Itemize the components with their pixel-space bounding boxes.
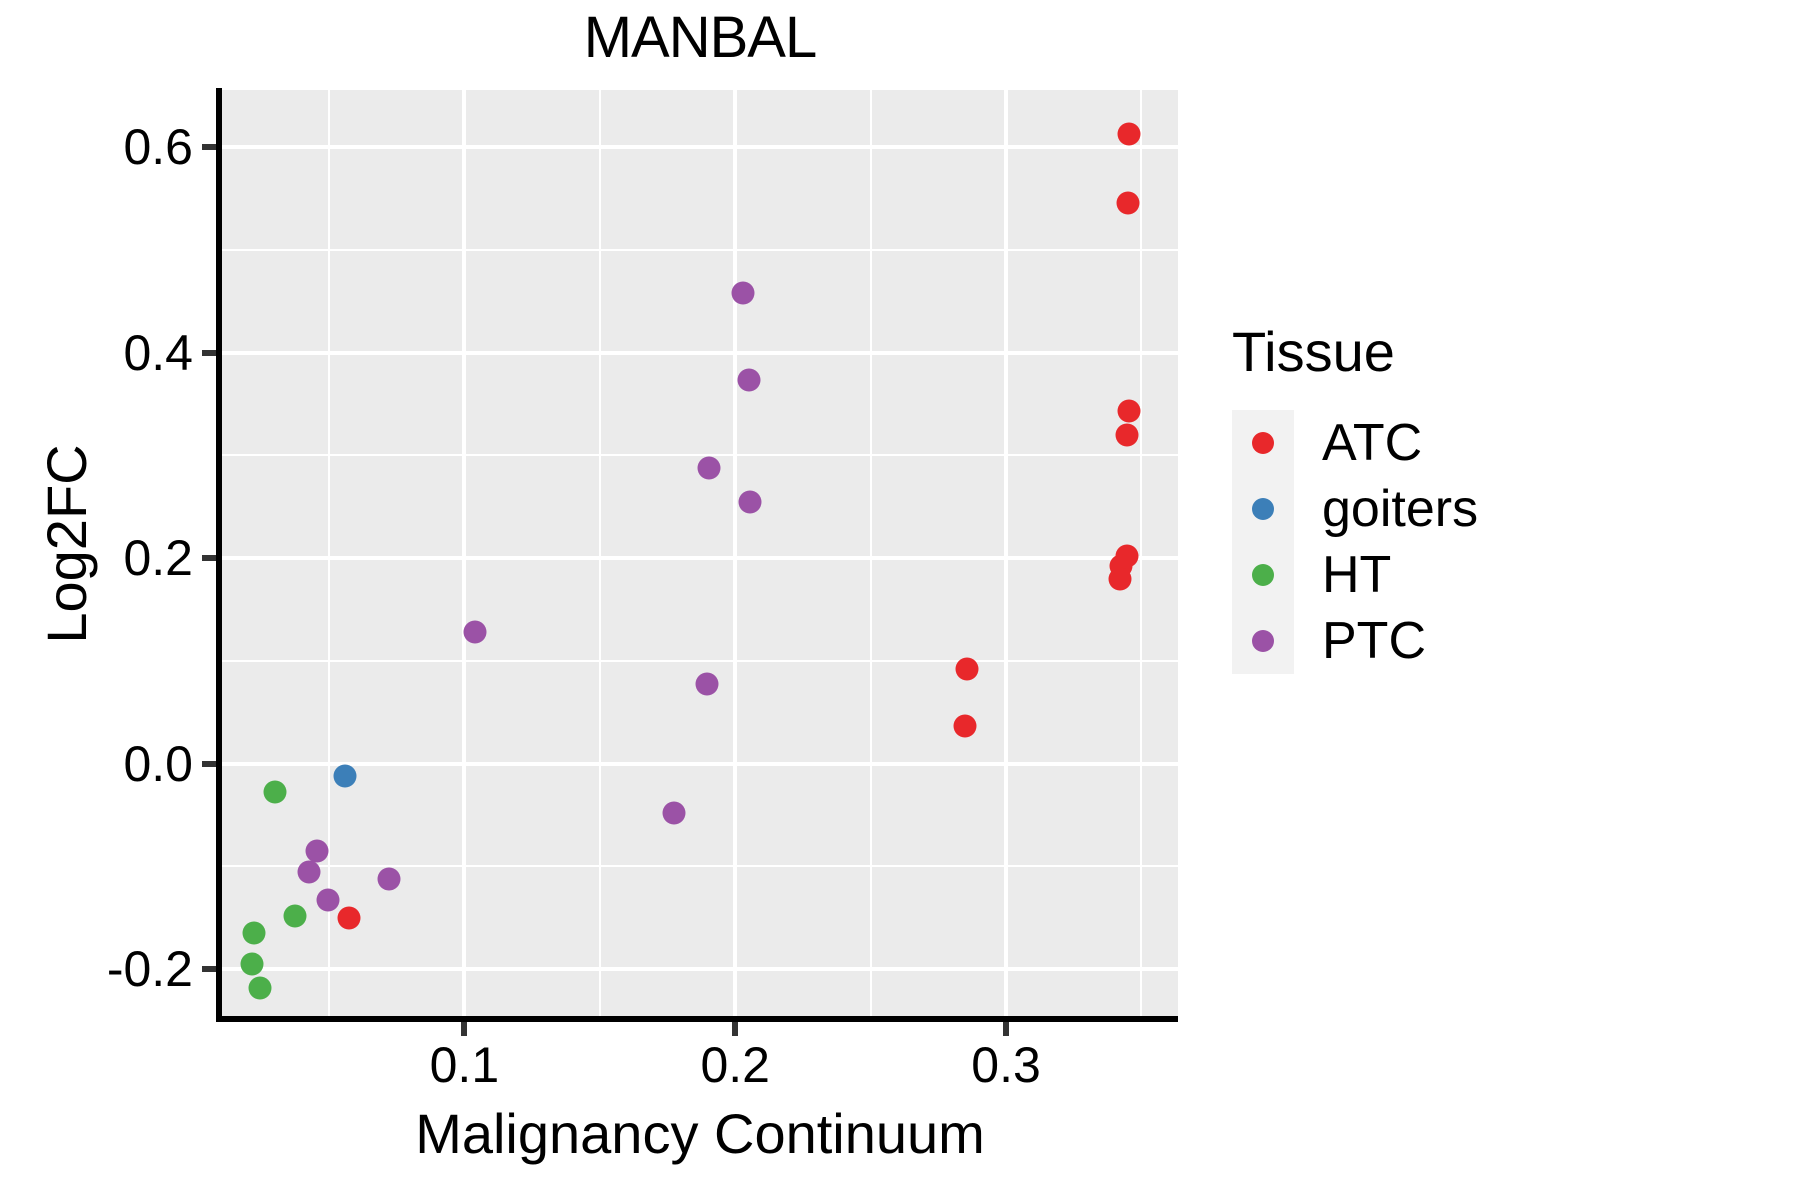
legend-item-ptc[interactable]: PTC <box>1232 608 1478 674</box>
data-point-ht <box>263 780 287 804</box>
data-point-goiters <box>333 764 357 788</box>
legend-item-label: HT <box>1322 546 1392 604</box>
gridline-vertical-major <box>462 90 467 1016</box>
data-point-atc <box>1115 423 1139 447</box>
x-tick-label: 0.2 <box>700 1037 770 1093</box>
gridline-horizontal-minor <box>222 659 1178 662</box>
legend-item-label: PTC <box>1322 612 1426 670</box>
x-tick-mark <box>732 1022 739 1036</box>
chart-title: MANBAL <box>583 5 818 70</box>
data-point-ptc <box>738 490 762 514</box>
gridline-horizontal-minor <box>222 248 1178 251</box>
data-point-ptc <box>695 672 719 696</box>
data-point-ptc <box>463 620 487 644</box>
legend-item-ht[interactable]: HT <box>1232 542 1478 608</box>
gridline-vertical-major <box>733 90 738 1016</box>
data-point-atc <box>1116 191 1140 215</box>
data-point-ptc <box>377 867 401 891</box>
data-point-ht <box>248 976 272 1000</box>
data-point-atc <box>955 657 979 681</box>
gridline-horizontal-minor <box>222 865 1178 868</box>
data-point-ptc <box>737 368 761 392</box>
x-tick-mark <box>1003 1022 1010 1036</box>
legend-key-swatch <box>1232 542 1294 608</box>
data-point-ptc <box>697 456 721 480</box>
y-axis-line <box>216 88 222 1018</box>
legend-dot-icon <box>1252 432 1274 454</box>
gridline-vertical-minor <box>327 90 330 1016</box>
legend-dot-icon <box>1252 564 1274 586</box>
y-tick-mark <box>202 555 216 562</box>
x-axis-line <box>216 1016 1178 1022</box>
data-point-ptc <box>731 281 755 305</box>
data-point-ptc <box>297 860 321 884</box>
y-tick-mark <box>202 144 216 151</box>
legend-key-swatch <box>1232 410 1294 476</box>
data-point-atc <box>337 906 361 930</box>
x-tick-mark <box>461 1022 468 1036</box>
legend-dot-icon <box>1252 630 1274 652</box>
y-tick-label: 0.2 <box>123 530 193 587</box>
data-point-atc <box>1117 122 1141 146</box>
legend-item-goiters[interactable]: goiters <box>1232 476 1478 542</box>
data-point-ptc <box>305 839 329 863</box>
legend-item-atc[interactable]: ATC <box>1232 410 1478 476</box>
gridline-vertical-minor <box>869 90 872 1016</box>
gridline-horizontal-major <box>222 145 1178 150</box>
x-tick-label: 0.3 <box>971 1037 1041 1093</box>
gridline-vertical-minor <box>1140 90 1143 1016</box>
y-tick-label: 0.4 <box>123 324 193 381</box>
x-axis-title: Malignancy Continuum <box>415 1102 985 1165</box>
gridline-vertical-minor <box>598 90 601 1016</box>
gridline-horizontal-major <box>222 967 1178 972</box>
legend: Tissue ATC goiters HT PTC <box>1232 322 1478 674</box>
gridline-horizontal-minor <box>222 454 1178 457</box>
y-tick-mark <box>202 760 216 767</box>
data-point-ptc <box>316 888 340 912</box>
legend-title: Tissue <box>1232 320 1395 383</box>
y-tick-mark <box>202 349 216 356</box>
y-axis-title: Log2FC <box>35 444 98 644</box>
y-tick-label: -0.2 <box>106 941 193 998</box>
y-tick-mark <box>202 966 216 973</box>
data-point-atc <box>1108 567 1132 591</box>
y-tick-label: 0.6 <box>123 119 193 176</box>
legend-item-label: ATC <box>1322 414 1423 472</box>
legend-item-label: goiters <box>1322 480 1479 538</box>
data-point-ht <box>242 921 266 945</box>
gridline-horizontal-major <box>222 350 1178 355</box>
y-tick-label: 0.0 <box>123 735 193 792</box>
legend-key-swatch <box>1232 608 1294 674</box>
data-point-ptc <box>662 801 686 825</box>
plot-panel <box>222 90 1178 1016</box>
legend-dot-icon <box>1252 498 1274 520</box>
legend-entries: ATC goiters HT PTC <box>1232 410 1478 674</box>
gridline-horizontal-major <box>222 761 1178 766</box>
data-point-ht <box>283 904 307 928</box>
data-point-atc <box>953 714 977 738</box>
x-tick-label: 0.1 <box>429 1037 500 1093</box>
gridline-horizontal-major <box>222 556 1178 561</box>
data-point-atc <box>1117 399 1141 423</box>
gridline-vertical-major <box>1004 90 1009 1016</box>
data-point-ht <box>240 952 264 976</box>
legend-key-swatch <box>1232 476 1294 542</box>
